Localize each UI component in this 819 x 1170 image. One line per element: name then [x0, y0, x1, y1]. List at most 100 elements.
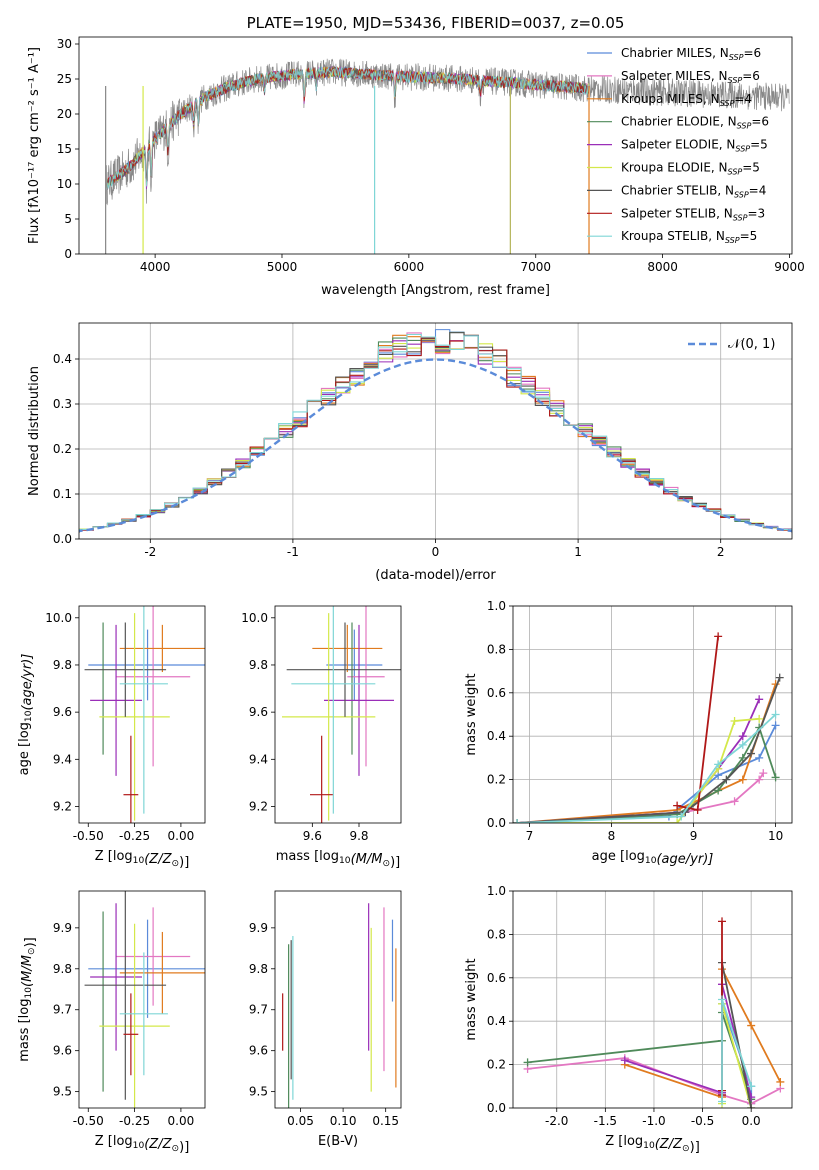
mass_vs_Z-frame: [78, 890, 206, 1109]
weight_vs_age-marker-1-2: [730, 797, 739, 806]
legend-entry-5: Kroupa ELODIE, NSSP=5: [621, 161, 760, 177]
weight_vs_age-marker-3-2: [714, 786, 723, 795]
weight_vs_age-series-5: [517, 717, 760, 823]
age_vs_mass-frame: [274, 605, 402, 824]
weight_vs_age-marker-6-2: [722, 775, 731, 784]
weight_vs_Z-ytick-label: 0.8: [487, 927, 506, 941]
weight_vs_age-marker-8-0: [513, 819, 522, 823]
age_vs_mass-xtick-label: 9.8: [349, 829, 368, 843]
age_vs_mass-xlabel: mass [log10(M/M⊙)]: [276, 849, 400, 870]
mass_vs_EBV-ytick-label: 9.8: [249, 962, 268, 976]
residuals-legend-label: 𝒩(0, 1): [728, 337, 775, 352]
mass_vs_EBV-xlabel: E(B-V): [318, 1134, 358, 1149]
weight_vs_Z-xtick-label: -0.5: [691, 1114, 714, 1128]
spectrum-ytick-label: 20: [57, 107, 72, 121]
mass_vs_EBV-ytick-label: 9.5: [249, 1085, 268, 1099]
residuals-xtick-label: -2: [144, 545, 156, 559]
spectrum-xtick-label: 5000: [267, 260, 298, 274]
spectrum-ytick-label: 10: [57, 177, 72, 191]
mass_vs_Z-ytick-label: 9.9: [53, 921, 72, 935]
weight_vs_Z-marker-6-2: [747, 1104, 756, 1108]
age_vs_Z-ytick-label: 9.4: [53, 752, 72, 766]
weight_vs_Z-marker-4-0: [620, 1056, 629, 1065]
residuals-ytick-label: 0.3: [53, 397, 72, 411]
age_vs_mass-ytick-label: 10.0: [241, 611, 268, 625]
weight_vs_Z-marker-8-2: [747, 1082, 756, 1091]
age_vs_mass-axes: 9.6 9.8 9.2 9.4 9.6 9.8 10.0: [241, 605, 402, 843]
mass_vs_Z-ylabel: mass [log10(M/M⊙)]: [17, 937, 38, 1061]
weight_vs_age-marker-7-0: [673, 801, 682, 810]
legend-entry-0: Chabrier MILES, NSSP=6: [621, 46, 761, 62]
weight_vs_Z-marker-7-2: [718, 917, 727, 926]
spectrum-plot-area: [105, 58, 790, 254]
mass_vs_EBV-frame: [274, 890, 402, 1109]
mass_vs_Z-ytick-label: 9.6: [53, 1044, 72, 1058]
age_vs_Z-xtick-label: 0.00: [168, 829, 195, 843]
mass_vs_EBV-xtick-label: 0.05: [287, 1114, 314, 1128]
weight_vs_Z-xlabel: Z [log10(Z/Z⊙)]: [605, 1134, 700, 1155]
weight_vs_age-xtick-label: 8: [608, 829, 616, 843]
weight_vs_age-series-7: [676, 636, 719, 812]
chart-title: PLATE=1950, MJD=53436, FIBERID=0037, z=0…: [247, 14, 625, 32]
mass_vs_Z-axes: -0.50 -0.25 0.00 9.5 9.6 9.7 9.8 9.9: [53, 890, 206, 1128]
age_vs_mass-xtick-label: 9.6: [303, 829, 322, 843]
legend-entry-8: Kroupa STELIB, NSSP=5: [621, 229, 757, 245]
legend-entry-1: Salpeter MILES, NSSP=6: [621, 69, 760, 85]
spectrum-ytick-label: 30: [57, 37, 72, 51]
weight_vs_age-ylabel: mass weight: [464, 673, 479, 755]
mass_vs_EBV-xtick-label: 0.15: [372, 1114, 399, 1128]
age_vs_mass-ytick-label: 9.8: [249, 658, 268, 672]
residuals-xtick-label: -1: [287, 545, 299, 559]
weight_vs_age-marker-1-3: [755, 775, 764, 784]
spectrum-xtick-label: 4000: [140, 260, 171, 274]
residuals-axes: -2 -1 0 1 2 0.0 0.1 0.2 0.3 0.4: [53, 322, 793, 559]
mass_vs_EBV-ytick-label: 9.7: [249, 1003, 268, 1017]
weight_vs_Z-ytick-label: 0.2: [487, 1058, 506, 1072]
weight_vs_age-marker-7-2: [714, 632, 723, 641]
residuals-ylabel: Normed distribution: [27, 366, 42, 496]
weight_vs_age-marker-4-3: [738, 732, 747, 741]
weight_vs_age-axes: 7 8 9 10 0.0 0.2 0.4 0.6 0.8 1.0: [487, 599, 793, 843]
mass_vs_EBV-ytick-label: 9.6: [249, 1044, 268, 1058]
mass_vs_EBV-plot-area: [282, 903, 397, 1108]
weight_vs_age-ytick-label: 0.2: [487, 773, 506, 787]
weight_vs_Z-marker-8-0: [718, 1097, 727, 1106]
spectrum-ytick-label: 0: [64, 247, 72, 261]
age_vs_Z-plot-area: [84, 606, 205, 823]
age_vs_mass-ytick-label: 9.6: [249, 705, 268, 719]
weight_vs_age-marker-1-4: [759, 769, 768, 778]
weight_vs_age-xtick-label: 9: [690, 829, 698, 843]
spectrum-ytick-label: 25: [57, 72, 72, 86]
mass_vs_Z-ytick-label: 9.5: [53, 1085, 72, 1099]
weight_vs_Z-series-5: [721, 1003, 753, 1108]
legend-entry-2: Kroupa MILES, NSSP=4: [621, 92, 752, 108]
weight_vs_age-ytick-label: 0.4: [487, 729, 506, 743]
residuals-xtick-label: 2: [717, 545, 725, 559]
weight_vs_age-marker-6-3: [746, 749, 755, 758]
residuals-ytick-label: 0.0: [53, 532, 72, 546]
weight_vs_age-ytick-label: 0.0: [487, 816, 506, 830]
weight_vs_age-ytick-label: 1.0: [487, 599, 506, 613]
weight_vs_Z-series-6: [721, 962, 753, 1108]
weight_vs_age-series-3: [517, 725, 777, 823]
weight_vs_age-frame: [512, 605, 793, 824]
spectrum-xtick-label: 8000: [647, 260, 678, 274]
spectrum-xtick-label: 9000: [774, 260, 805, 274]
legend-entry-7: Salpeter STELIB, NSSP=3: [621, 206, 765, 222]
weight_vs_age-marker-8-3: [738, 740, 747, 749]
age_vs_Z-ytick-label: 9.8: [53, 658, 72, 672]
age_vs_mass-plot-area: [282, 606, 401, 823]
spectrum-ytick-label: 5: [64, 212, 72, 226]
age_vs_Z-axes: -0.50 -0.25 0.00 9.2 9.4 9.6 9.8 10.0: [45, 605, 206, 843]
residuals-ytick-label: 0.2: [53, 442, 72, 456]
weight_vs_age-marker-6-4: [775, 673, 784, 682]
residuals-ytick-label: 0.4: [53, 352, 72, 366]
weight_vs_Z-ytick-label: 0.0: [487, 1101, 506, 1115]
mass_vs_Z-xtick-label: -0.50: [73, 1114, 104, 1128]
weight_vs_Z-marker-3-0: [523, 1058, 532, 1067]
spectrum-ytick-label: 15: [57, 142, 72, 156]
weight_vs_age-plot-area: [513, 632, 784, 823]
age_vs_Z-xtick-label: -0.25: [119, 829, 150, 843]
age_vs_Z-ytick-label: 9.2: [53, 799, 72, 813]
weight_vs_Z-frame: [512, 890, 793, 1109]
